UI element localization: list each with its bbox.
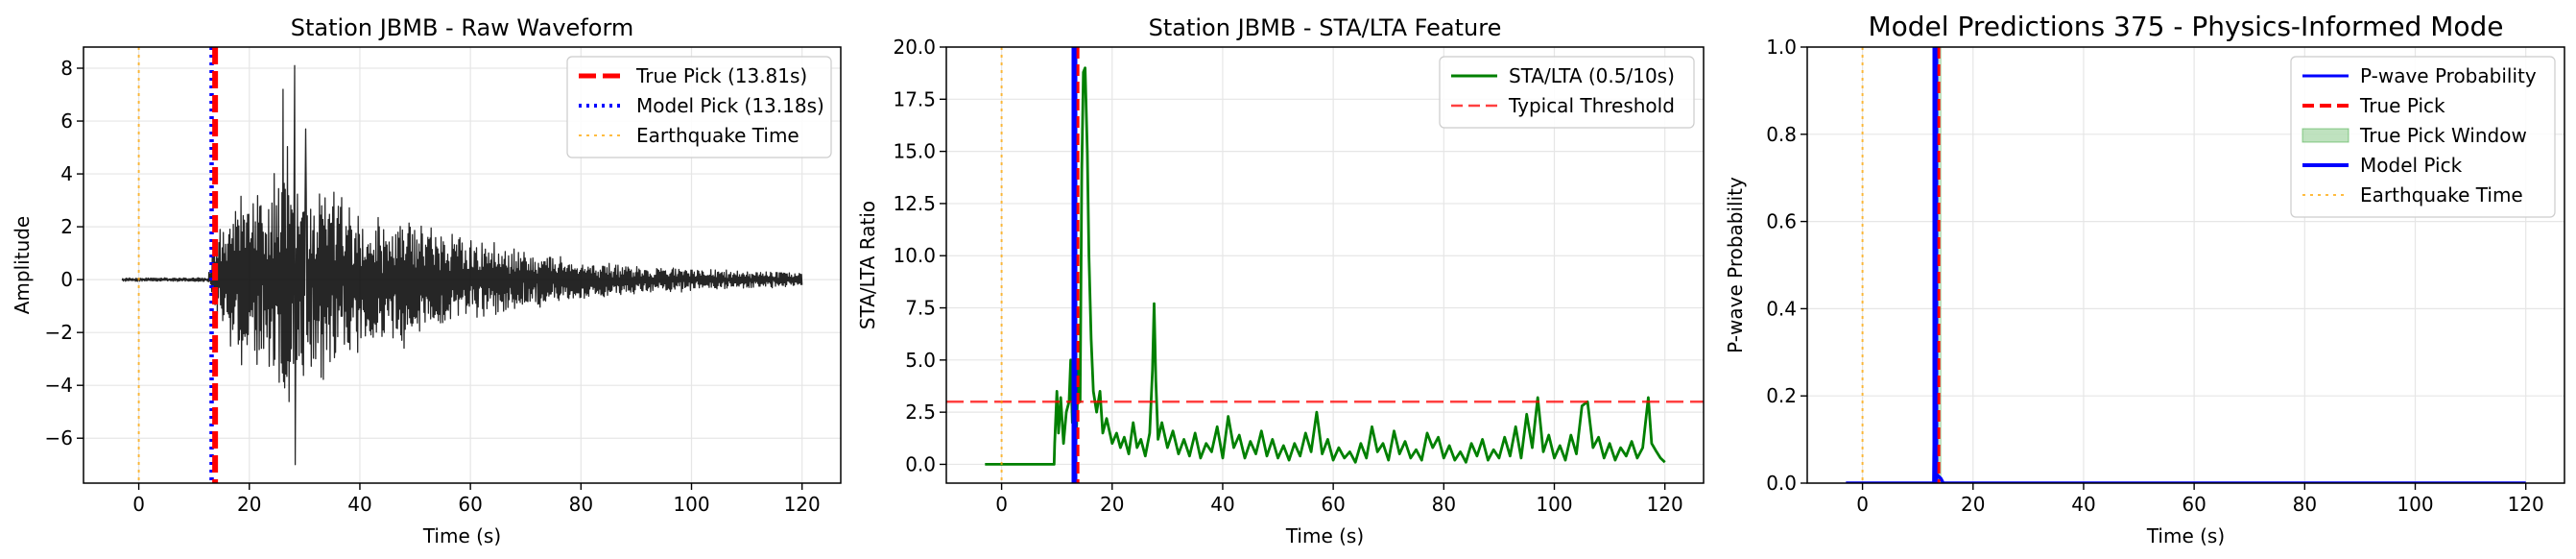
legend-label: Typical Threshold [1508,94,1675,117]
x-tick-label: 120 [1647,493,1683,516]
y-tick-label: 0.2 [1766,384,1797,407]
x-tick-label: 120 [784,493,821,516]
x-tick-label: 20 [1100,493,1124,516]
x-axis-label: Time (s) [2146,524,2225,547]
legend: P-wave Probability True Pick True Pick Win… [2290,56,2556,218]
legend-label: Earthquake Time [2360,183,2523,207]
legend-label: P-wave Probability [2360,64,2537,87]
legend-label: True Pick (13.81s) [635,64,807,87]
legend-label: Model Pick [2360,154,2463,177]
y-tick-label: 15.0 [893,140,936,163]
y-tick-label: 5.0 [905,349,936,372]
legend-box [2290,56,2556,218]
axes-frame [945,46,1705,484]
plot-area [121,47,803,483]
chart-title: Model Predictions 375 - Physics-Informed… [1868,11,2503,42]
y-tick-label: 17.5 [893,87,936,110]
chart-title: Station JBMB - Raw Waveform [291,14,634,41]
legend-swatch [2302,128,2349,143]
x-tick-label: 80 [569,493,593,516]
x-axis-ticks: 0 20 40 60 80 100 120 [995,483,1683,516]
y-tick-label: 2 [60,215,73,238]
y-tick-label: 0.8 [1766,123,1797,146]
y-axis-ticks: 0.0 2.5 5.0 7.5 10.0 12.5 15.0 17.5 20.0 [893,36,946,475]
y-tick-label: 8 [60,57,73,80]
y-axis-label: Amplitude [11,216,34,315]
waveform-series [121,64,803,466]
y-tick-label: 10.0 [893,244,936,267]
legend-label: True Pick [2359,94,2445,117]
plot-area [946,47,1704,483]
x-tick-label: 0 [132,493,145,516]
x-axis-ticks: 0 20 40 60 80 100 120 [1856,483,2544,516]
x-tick-label: 0 [1856,493,1869,516]
y-axis-label: P-wave Probability [1724,177,1747,353]
y-tick-label: −6 [45,426,73,450]
x-tick-label: 120 [2508,493,2544,516]
legend: STA/LTA (0.5/10s) Typical Threshold [1439,56,1695,129]
x-tick-label: 80 [1432,493,1456,516]
x-tick-label: 80 [2293,493,2317,516]
y-tick-label: 2.5 [905,401,936,424]
y-axis-ticks: 0.0 0.2 0.4 0.6 0.8 1.0 [1766,36,1807,495]
y-tick-label: 12.5 [893,192,936,215]
x-tick-label: 100 [2397,493,2433,516]
plot-area [1846,47,2526,483]
y-axis-label: STA/LTA Ratio [856,201,879,329]
x-axis-label: Time (s) [1285,524,1364,547]
y-tick-label: 0.0 [905,452,936,475]
series-line-0 [985,66,1666,466]
x-tick-label: 20 [1961,493,1985,516]
chart-panel-3: 0 20 40 60 80 100 120 0.0 0.2 0.4 0.6 0.8 1.0 Model P… [1724,11,2565,547]
x-tick-label: 60 [458,493,482,516]
axes-frame [83,46,842,484]
y-tick-label: 0 [60,268,73,291]
y-tick-label: 6 [60,109,73,133]
legend-label: STA/LTA (0.5/10s) [1509,64,1675,87]
legend-box [1439,56,1695,129]
legend: True Pick (13.81s) Model Pick (13.18s) Ear… [566,56,832,158]
legend-label: Earthquake Time [636,124,799,147]
series-line-0 [1846,341,2526,483]
x-tick-label: 40 [1210,493,1234,516]
legend-label: Model Pick (13.18s) [636,94,824,117]
x-axis-label: Time (s) [422,524,501,547]
chart-panel-2: 0 20 40 60 80 100 120 0.0 2.5 5.0 7.5 10.0 12.5 15.0 1… [856,14,1705,547]
y-tick-label: 7.5 [905,297,936,320]
x-tick-label: 100 [1536,493,1572,516]
x-tick-label: 60 [2182,493,2206,516]
chart-panel-1: 0 20 40 60 80 100 120 −6 −4 −2 0 2 4 6 8 Station JBMB -… [11,14,842,547]
y-axis-ticks: −6 −4 −2 0 2 4 6 8 [45,57,83,450]
x-axis-ticks: 0 20 40 60 80 100 120 [132,483,821,516]
y-tick-label: 0.6 [1766,210,1797,233]
legend-label: True Pick Window [2359,124,2527,147]
x-tick-label: 20 [237,493,261,516]
x-tick-label: 40 [2071,493,2095,516]
y-tick-label: −2 [45,321,73,344]
y-tick-label: 1.0 [1766,36,1797,59]
y-tick-label: 4 [60,162,73,185]
legend-box [566,56,832,158]
x-tick-label: 0 [995,493,1008,516]
y-tick-label: 20.0 [893,36,936,59]
y-tick-label: 0.0 [1766,472,1797,495]
x-tick-label: 40 [347,493,371,516]
y-tick-label: 0.4 [1766,297,1797,320]
y-tick-label: −4 [45,374,73,397]
x-tick-label: 60 [1321,493,1345,516]
x-tick-label: 100 [673,493,709,516]
axes-frame [1806,46,2565,484]
chart-title: Station JBMB - STA/LTA Feature [1149,14,1502,41]
